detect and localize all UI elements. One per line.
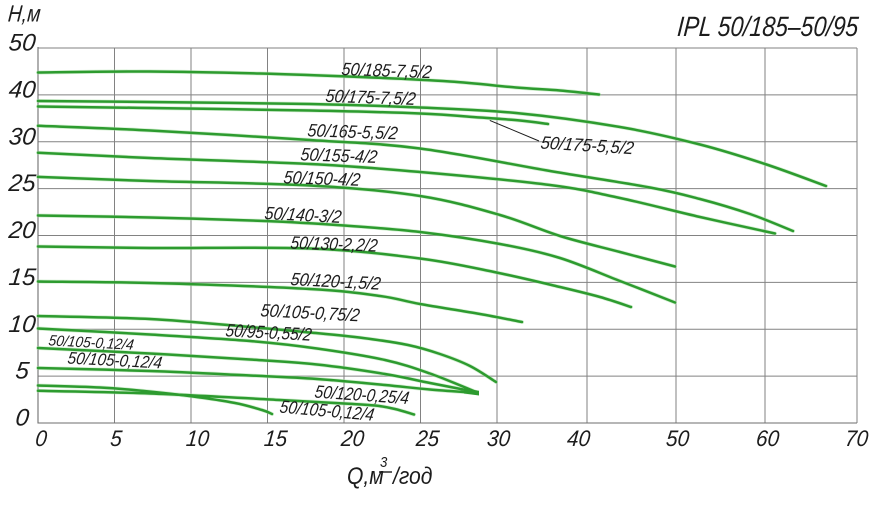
svg-text:50/105-0,12/4: 50/105-0,12/4 xyxy=(47,333,134,354)
svg-text:25: 25 xyxy=(414,425,441,451)
svg-text:0: 0 xyxy=(34,425,48,451)
svg-text:Н,м: Н,м xyxy=(7,1,42,27)
svg-text:50/140-3/2: 50/140-3/2 xyxy=(263,203,343,227)
svg-text:30: 30 xyxy=(486,425,512,451)
svg-text:50/120-1,5/2: 50/120-1,5/2 xyxy=(289,269,382,294)
svg-text:50/185-7,5/2: 50/185-7,5/2 xyxy=(340,59,433,82)
svg-text:IPL 50/185–50/95: IPL 50/185–50/95 xyxy=(676,12,860,43)
svg-text:50/175-7,5/2: 50/175-7,5/2 xyxy=(324,86,417,109)
svg-text:50/105-0,12/4: 50/105-0,12/4 xyxy=(66,349,163,373)
svg-text:3: 3 xyxy=(380,453,387,470)
svg-text:25: 25 xyxy=(7,170,38,197)
svg-text:/год: /год xyxy=(391,463,432,490)
svg-text:10: 10 xyxy=(8,311,38,338)
svg-text:20: 20 xyxy=(339,425,365,451)
svg-text:20: 20 xyxy=(7,217,38,244)
svg-text:15: 15 xyxy=(8,264,38,291)
svg-text:5: 5 xyxy=(109,425,124,451)
svg-text:60: 60 xyxy=(755,425,781,451)
svg-text:0: 0 xyxy=(14,405,31,432)
svg-text:50/95-0,55/2: 50/95-0,55/2 xyxy=(224,320,313,345)
svg-text:10: 10 xyxy=(185,425,211,451)
svg-text:15: 15 xyxy=(263,425,289,451)
svg-text:50: 50 xyxy=(665,425,691,451)
svg-text:50/155-4/2: 50/155-4/2 xyxy=(299,145,379,168)
svg-text:50: 50 xyxy=(8,30,38,57)
svg-text:30: 30 xyxy=(8,123,38,150)
svg-text:50/150-4/2: 50/150-4/2 xyxy=(282,167,362,190)
svg-text:5: 5 xyxy=(14,358,31,385)
svg-text:Q,м: Q,м xyxy=(347,463,384,490)
svg-text:70: 70 xyxy=(844,425,870,451)
svg-text:50/130-2,2/2: 50/130-2,2/2 xyxy=(289,233,379,256)
svg-text:40: 40 xyxy=(8,76,38,103)
svg-text:40: 40 xyxy=(566,425,592,451)
svg-text:50/165-5,5/2: 50/165-5,5/2 xyxy=(306,120,399,143)
